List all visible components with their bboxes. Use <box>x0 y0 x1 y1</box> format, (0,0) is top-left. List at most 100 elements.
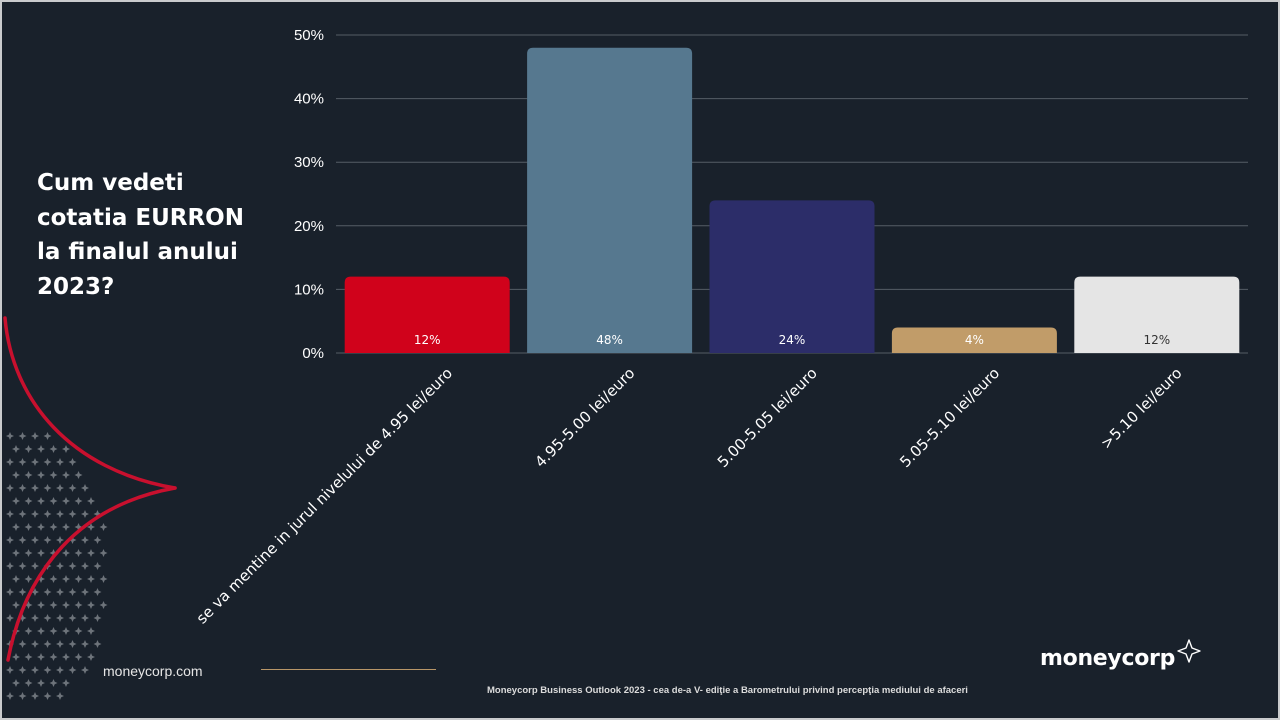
pattern-dot <box>56 640 64 648</box>
pattern-dot <box>87 575 95 583</box>
footer-divider <box>261 669 436 670</box>
pattern-dot <box>93 562 102 570</box>
pattern-dot <box>74 549 83 557</box>
pattern-dot <box>43 510 52 518</box>
sparkle-star-icon <box>1177 639 1201 663</box>
y-tick-label: 50% <box>294 27 324 44</box>
pattern-dot <box>6 536 14 544</box>
pattern-dot <box>12 601 20 609</box>
pattern-dot <box>24 497 33 505</box>
pattern-dot <box>31 692 39 700</box>
pattern-dot <box>6 432 14 440</box>
pattern-dot <box>37 445 45 453</box>
pattern-dot <box>49 627 58 635</box>
pattern-dot <box>43 484 52 492</box>
y-tick-label: 30% <box>294 154 324 171</box>
pattern-dot <box>18 640 27 648</box>
brand-name: moneycorp <box>1040 646 1176 671</box>
pattern-dot <box>99 601 108 609</box>
pattern-dot <box>18 458 27 466</box>
pattern-dot <box>68 640 77 648</box>
pattern-dot <box>43 614 52 622</box>
pattern-dot <box>99 549 108 557</box>
pattern-dot <box>43 432 52 440</box>
pattern-dot <box>31 588 39 596</box>
pattern-dot <box>74 601 83 609</box>
question-text: Cum vedeti cotatia EURRON la finalul anu… <box>37 170 244 300</box>
pattern-dot <box>56 666 64 674</box>
pattern-dot <box>12 523 20 531</box>
pattern-dot <box>43 588 52 596</box>
bar-1 <box>344 276 510 353</box>
pattern-dot <box>68 562 77 570</box>
bar-3 <box>709 200 875 353</box>
pattern-dot <box>12 471 20 479</box>
pattern-dot <box>49 653 58 661</box>
pattern-dot <box>87 627 95 635</box>
pattern-dot <box>37 497 45 505</box>
pattern-dot <box>12 445 20 453</box>
pattern-dot <box>18 562 27 570</box>
pattern-dot <box>6 510 14 518</box>
pattern-dot <box>24 471 33 479</box>
pattern-dot <box>49 549 58 557</box>
pattern-dot <box>56 588 64 596</box>
y-tick-label: 20% <box>294 218 324 235</box>
pattern-dot <box>24 549 33 557</box>
pattern-dot <box>62 497 70 505</box>
pattern-dot <box>18 510 27 518</box>
pattern-dot <box>6 692 14 700</box>
pattern-dot <box>49 679 58 687</box>
x-tick-label: 4.95-5.00 lei/euro <box>531 364 638 471</box>
pattern-dot <box>31 432 39 440</box>
footnote-text: Moneycorp Business Outlook 2023 - cea de… <box>487 685 968 696</box>
pattern-dot <box>6 666 14 674</box>
pattern-dot <box>81 536 89 544</box>
pattern-dot <box>37 653 45 661</box>
pattern-dot <box>31 640 39 648</box>
pattern-dot <box>49 575 58 583</box>
pattern-dot <box>37 575 45 583</box>
pattern-dot <box>24 575 33 583</box>
pattern-dot <box>93 510 102 518</box>
pattern-dot <box>49 523 58 531</box>
pattern-dot <box>43 692 52 700</box>
bar-2 <box>527 47 693 353</box>
pattern-dot <box>99 523 108 531</box>
pattern-dot <box>18 432 27 440</box>
pattern-dot <box>62 523 70 531</box>
x-tick-label: >5.10 lei/euro <box>1097 364 1185 452</box>
pattern-dot <box>37 679 45 687</box>
pattern-dot <box>24 653 33 661</box>
dot-pattern <box>6 432 108 700</box>
pattern-dot <box>68 458 77 466</box>
x-axis-labels: se va mentine in jurul nivelului de 4.95… <box>193 364 1186 627</box>
pattern-dot <box>24 445 33 453</box>
pattern-dot <box>81 562 89 570</box>
pattern-dot <box>37 549 45 557</box>
brand-logo: moneycorp <box>1040 639 1202 671</box>
pattern-dot <box>18 692 27 700</box>
pattern-dot <box>43 458 52 466</box>
pattern-dot <box>62 627 70 635</box>
pattern-dot <box>43 536 52 544</box>
pattern-dot <box>31 562 39 570</box>
pattern-dot <box>56 692 64 700</box>
pattern-dot <box>18 484 27 492</box>
pattern-dot <box>24 601 33 609</box>
pattern-dot <box>74 523 83 531</box>
bar-4 <box>891 327 1057 353</box>
pattern-dot <box>18 666 27 674</box>
x-tick-label: se va mentine in jurul nivelului de 4.95… <box>193 364 456 627</box>
pattern-dot <box>74 471 83 479</box>
pattern-dot <box>49 601 58 609</box>
pattern-dot <box>74 575 83 583</box>
pattern-dot <box>87 497 95 505</box>
pattern-dot <box>93 536 102 544</box>
pattern-dot <box>56 614 64 622</box>
pattern-dot <box>68 666 77 674</box>
pattern-dot <box>87 601 95 609</box>
pattern-dot <box>31 614 39 622</box>
y-tick-label: 0% <box>302 345 324 362</box>
